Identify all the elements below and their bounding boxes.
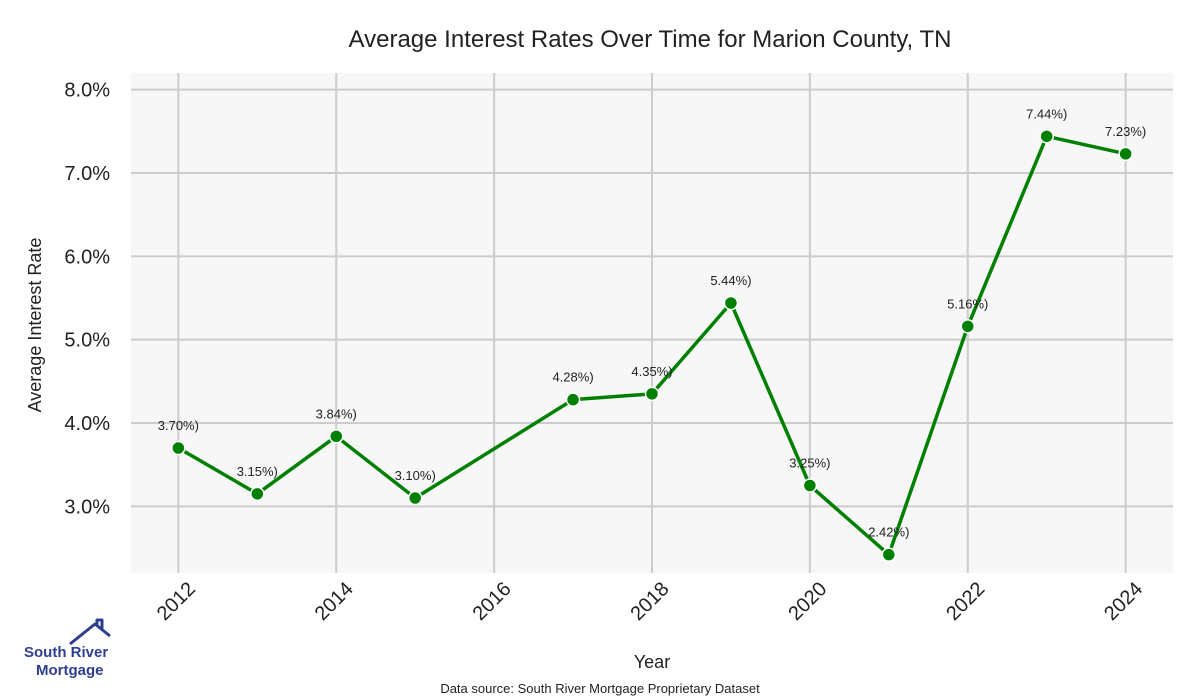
data-point — [1118, 146, 1133, 162]
y-tick-label: 3.0% — [64, 496, 110, 518]
y-axis-ticks: 3.0% 4.0% 5.0% 6.0% 7.0% 8.0% — [64, 80, 110, 519]
data-point — [802, 478, 818, 493]
data-point — [723, 295, 739, 311]
data-labels: 3.70%) 3.15%) 3.84%) 3.10%) 4.28%) 4.35%) 5.44… — [158, 106, 1146, 539]
data-label: 3.25%) — [789, 456, 830, 471]
data-point — [881, 547, 897, 562]
y-tick-label: 5.0% — [64, 330, 110, 352]
data-point — [960, 319, 976, 334]
house-roof-icon — [69, 618, 111, 646]
data-label: 3.15%) — [237, 464, 278, 479]
data-point — [407, 490, 423, 506]
data-point — [328, 429, 344, 444]
grid — [131, 73, 1173, 573]
series — [171, 129, 1133, 562]
y-tick-label: 4.0% — [64, 413, 110, 435]
data-label: 7.23%) — [1105, 124, 1146, 139]
data-label: 4.28%) — [552, 370, 593, 385]
data-point — [250, 486, 265, 502]
x-tick-label: 2012 — [153, 578, 200, 625]
x-tick-label: 2020 — [784, 578, 831, 625]
data-label: 7.44%) — [1026, 106, 1067, 121]
x-axis-label: Year — [634, 652, 670, 672]
y-tick-label: 8.0% — [64, 80, 110, 102]
data-label: 2.42%) — [868, 525, 909, 540]
y-tick-label: 6.0% — [64, 246, 110, 268]
y-tick-label: 7.0% — [64, 163, 110, 185]
data-label: 4.35%) — [631, 364, 672, 379]
series-line — [177, 134, 1127, 557]
x-tick-label: 2016 — [469, 578, 516, 625]
data-source-note: Data source: South River Mortgage Propri… — [440, 681, 760, 696]
x-tick-label: 2022 — [942, 578, 989, 625]
logo-text-line2: Mortgage — [36, 662, 104, 679]
data-point — [171, 440, 186, 456]
x-axis-ticks: 2012 2014 2016 2018 2020 2022 2024 — [153, 578, 1147, 625]
south-river-mortgage-logo: South River Mortgage — [24, 618, 111, 679]
data-label: 3.70%) — [158, 418, 199, 433]
x-tick-label: 2018 — [627, 578, 674, 625]
data-point — [1039, 129, 1054, 144]
data-label: 5.44%) — [710, 273, 751, 288]
data-point — [644, 386, 660, 402]
logo-text-line1: South River — [24, 644, 108, 661]
data-label: 5.16%) — [947, 296, 988, 311]
x-tick-label: 2014 — [311, 578, 358, 625]
data-label: 3.84%) — [316, 406, 357, 421]
x-tick-label: 2024 — [1100, 578, 1147, 625]
chart-title: Average Interest Rates Over Time for Mar… — [349, 26, 952, 53]
data-point — [565, 392, 581, 407]
data-label: 3.10%) — [395, 468, 436, 483]
y-axis-label: Average Interest Rate — [25, 238, 45, 413]
